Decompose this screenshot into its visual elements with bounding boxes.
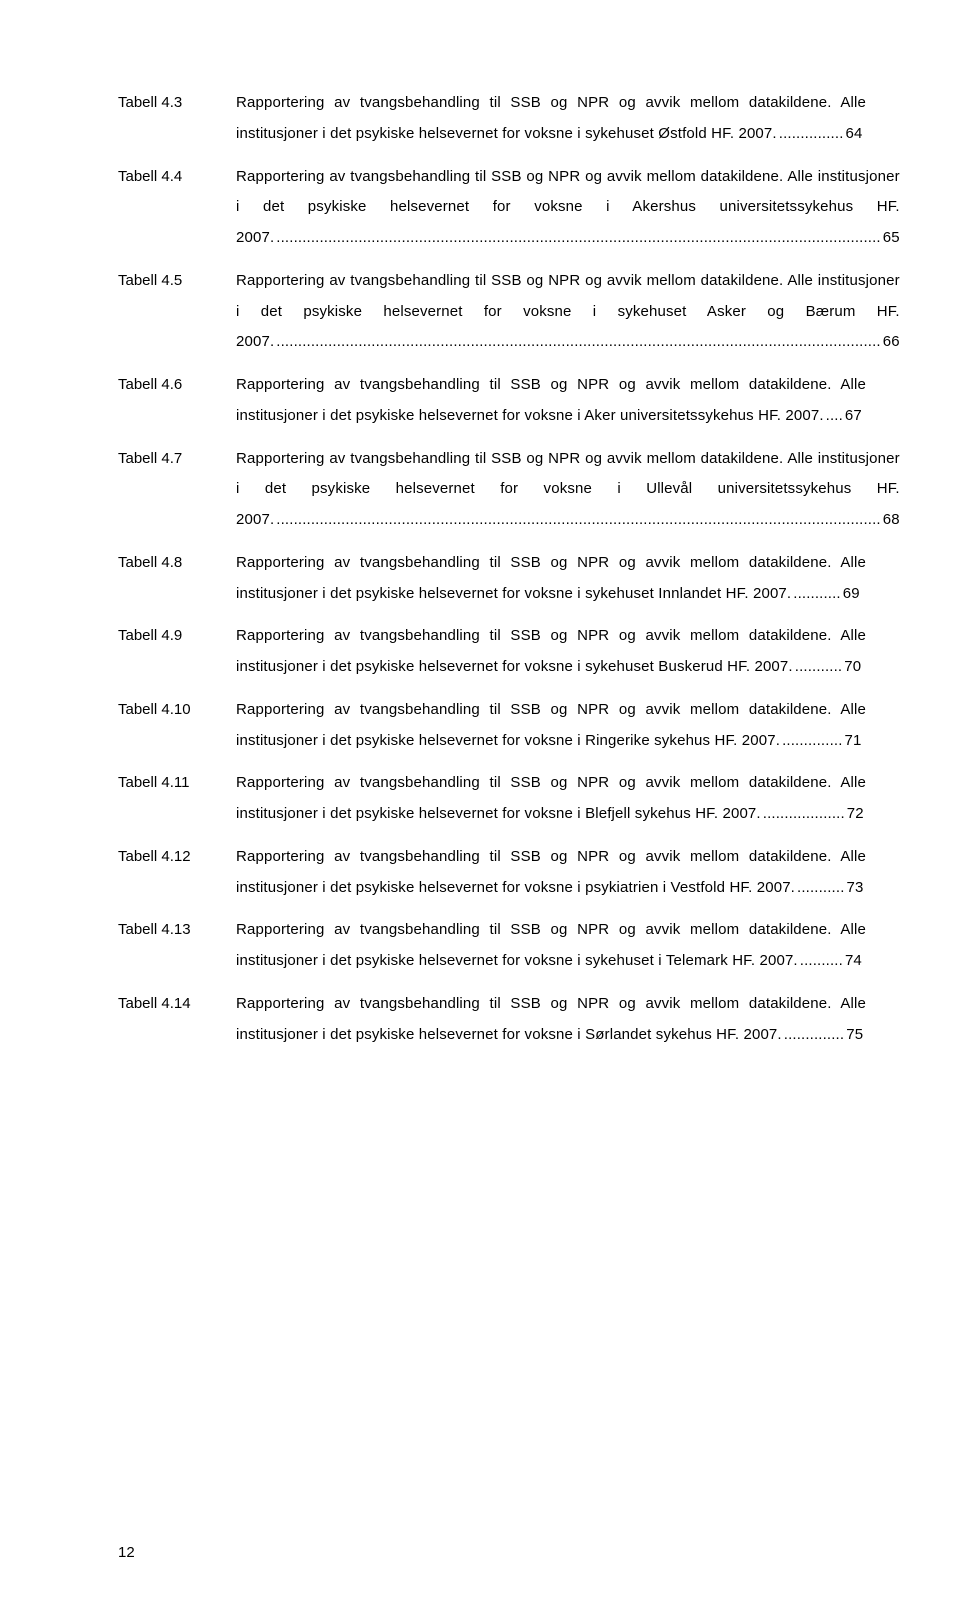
toc-leader-dots: ..........: [800, 952, 843, 969]
document-page: Tabell 4.3Rapportering av tvangsbehandli…: [0, 0, 960, 1613]
toc-entry-page: 73: [847, 879, 864, 896]
toc-leader-dots: ...............: [779, 125, 844, 142]
toc-entry-page: 72: [847, 805, 864, 822]
toc-entry-page: 69: [843, 585, 860, 602]
toc-leader-dots: ........................................…: [276, 511, 880, 528]
toc-leader-dots: ...........: [793, 585, 841, 602]
toc-list: Tabell 4.3Rapportering av tvangsbehandli…: [118, 88, 866, 1050]
toc-entry-page: 75: [846, 1026, 863, 1043]
toc-entry-label: Tabell 4.11: [118, 768, 236, 799]
toc-entry: Tabell 4.5Rapportering av tvangsbehandli…: [118, 266, 866, 358]
toc-leader-dots: ....: [826, 407, 843, 424]
page-number: 12: [118, 1544, 135, 1561]
toc-entry-label: Tabell 4.7: [118, 444, 236, 475]
toc-entry: Tabell 4.13Rapportering av tvangsbehandl…: [118, 915, 866, 977]
toc-entry: Tabell 4.10Rapportering av tvangsbehandl…: [118, 695, 866, 757]
toc-entry-label: Tabell 4.8: [118, 548, 236, 579]
toc-entry: Tabell 4.7Rapportering av tvangsbehandli…: [118, 444, 866, 536]
toc-entry-body: Rapportering av tvangsbehandling til SSB…: [236, 989, 866, 1051]
toc-entry: Tabell 4.8Rapportering av tvangsbehandli…: [118, 548, 866, 610]
toc-entry: Tabell 4.9Rapportering av tvangsbehandli…: [118, 621, 866, 683]
toc-entry-label: Tabell 4.3: [118, 88, 236, 119]
toc-entry-label: Tabell 4.5: [118, 266, 236, 297]
toc-entry-page: 70: [844, 658, 861, 675]
toc-leader-dots: ...........: [797, 879, 845, 896]
toc-entry-label: Tabell 4.6: [118, 370, 236, 401]
toc-leader-dots: ........................................…: [276, 333, 880, 350]
toc-entry: Tabell 4.6Rapportering av tvangsbehandli…: [118, 370, 866, 432]
toc-entry-page: 67: [845, 407, 862, 424]
toc-entry-text: Rapportering av tvangsbehandling til SSB…: [236, 921, 866, 969]
toc-entry-label: Tabell 4.14: [118, 989, 236, 1020]
toc-entry-body: Rapportering av tvangsbehandling til SSB…: [236, 88, 866, 150]
toc-entry-label: Tabell 4.9: [118, 621, 236, 652]
toc-entry-label: Tabell 4.4: [118, 162, 236, 193]
toc-entry-text: Rapportering av tvangsbehandling til SSB…: [236, 701, 866, 749]
toc-leader-dots: ........................................…: [276, 229, 880, 246]
toc-entry-page: 64: [846, 125, 863, 142]
toc-leader-dots: ...................: [763, 805, 845, 822]
toc-leader-dots: ...........: [795, 658, 843, 675]
toc-entry: Tabell 4.14Rapportering av tvangsbehandl…: [118, 989, 866, 1051]
toc-entry-body: Rapportering av tvangsbehandling til SSB…: [236, 695, 866, 757]
toc-entry-text: Rapportering av tvangsbehandling til SSB…: [236, 554, 866, 602]
toc-entry-page: 74: [845, 952, 862, 969]
toc-entry-body: Rapportering av tvangsbehandling til SSB…: [236, 444, 900, 536]
toc-entry-body: Rapportering av tvangsbehandling til SSB…: [236, 915, 866, 977]
toc-leader-dots: ..............: [782, 732, 842, 749]
toc-entry-body: Rapportering av tvangsbehandling til SSB…: [236, 548, 866, 610]
toc-entry-page: 68: [883, 511, 900, 528]
toc-entry-body: Rapportering av tvangsbehandling til SSB…: [236, 768, 866, 830]
toc-entry: Tabell 4.12Rapportering av tvangsbehandl…: [118, 842, 866, 904]
toc-entry-body: Rapportering av tvangsbehandling til SSB…: [236, 842, 866, 904]
toc-entry: Tabell 4.3Rapportering av tvangsbehandli…: [118, 88, 866, 150]
toc-entry-text: Rapportering av tvangsbehandling til SSB…: [236, 995, 866, 1043]
toc-entry-page: 65: [883, 229, 900, 246]
toc-leader-dots: ..............: [784, 1026, 844, 1043]
toc-entry-text: Rapportering av tvangsbehandling til SSB…: [236, 627, 866, 675]
toc-entry-page: 66: [883, 333, 900, 350]
toc-entry-label: Tabell 4.13: [118, 915, 236, 946]
toc-entry-text: Rapportering av tvangsbehandling til SSB…: [236, 376, 866, 424]
toc-entry-text: Rapportering av tvangsbehandling til SSB…: [236, 94, 866, 142]
toc-entry-body: Rapportering av tvangsbehandling til SSB…: [236, 370, 866, 432]
toc-entry-text: Rapportering av tvangsbehandling til SSB…: [236, 848, 866, 896]
toc-entry-page: 71: [845, 732, 862, 749]
toc-entry: Tabell 4.4Rapportering av tvangsbehandli…: [118, 162, 866, 254]
toc-entry-body: Rapportering av tvangsbehandling til SSB…: [236, 162, 900, 254]
toc-entry-body: Rapportering av tvangsbehandling til SSB…: [236, 266, 900, 358]
toc-entry-label: Tabell 4.12: [118, 842, 236, 873]
toc-entry: Tabell 4.11Rapportering av tvangsbehandl…: [118, 768, 866, 830]
toc-entry-body: Rapportering av tvangsbehandling til SSB…: [236, 621, 866, 683]
toc-entry-label: Tabell 4.10: [118, 695, 236, 726]
